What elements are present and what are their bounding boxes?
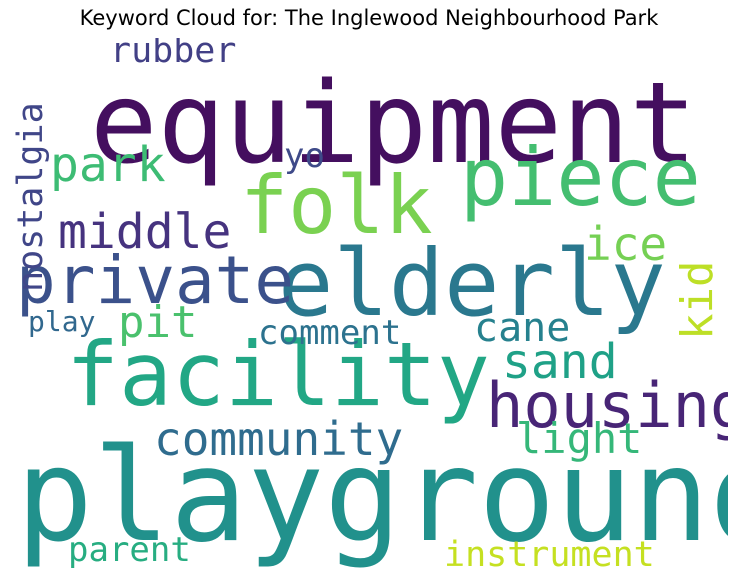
word-middle: middle	[58, 204, 232, 260]
word-piece: piece	[460, 131, 701, 224]
word-yo: yo	[284, 136, 325, 176]
word-parent: parent	[68, 530, 191, 570]
word-folk: folk	[240, 159, 433, 252]
word-cloud: equipment playground facility elderly pi…	[12, 38, 728, 576]
word-private: private	[16, 242, 295, 319]
word-playground: playground	[16, 422, 728, 571]
word-housing: housing	[486, 369, 728, 442]
word-community: community	[154, 412, 404, 466]
word-pit: pit	[118, 297, 198, 348]
word-elderly: elderly	[278, 230, 666, 337]
page-title: Keyword Cloud for: The Inglewood Neighbo…	[79, 6, 659, 30]
word-kid: kid	[672, 260, 723, 340]
word-equipment: equipment	[90, 59, 697, 189]
word-facility: facility	[66, 323, 490, 426]
word-instrument: instrument	[444, 535, 655, 575]
word-ice: ice	[584, 217, 668, 271]
word-nostalgia: nostalgia	[12, 102, 51, 292]
word-comment: comment	[258, 313, 402, 353]
word-rubber: rubber	[110, 38, 237, 71]
word-light: light	[516, 414, 643, 463]
word-cane: cane	[474, 305, 571, 351]
word-park: park	[50, 137, 166, 193]
word-sand: sand	[502, 334, 618, 390]
word-play: play	[28, 305, 96, 338]
